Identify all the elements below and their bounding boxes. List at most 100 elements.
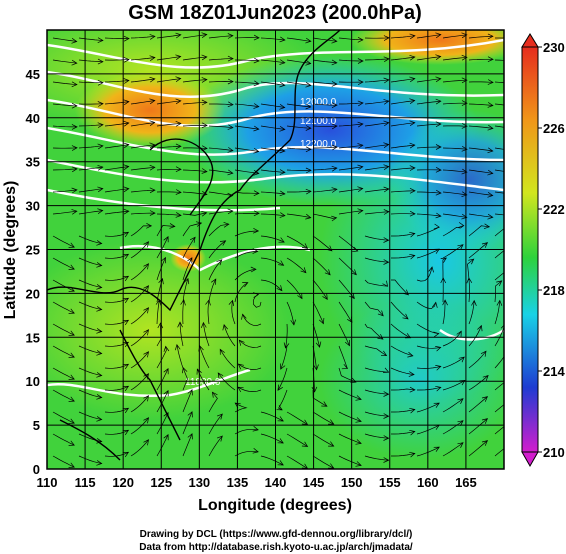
streamline bbox=[260, 279, 283, 291]
streamline-arrow bbox=[355, 439, 362, 445]
streamline-arrow bbox=[97, 122, 104, 128]
streamline-arrow bbox=[357, 186, 364, 192]
streamline bbox=[234, 81, 259, 85]
streamline bbox=[391, 409, 415, 413]
streamline bbox=[364, 257, 389, 263]
streamline-arrow bbox=[480, 350, 487, 357]
streamline-arrow bbox=[331, 81, 338, 87]
streamline bbox=[208, 391, 218, 413]
streamline bbox=[468, 225, 490, 237]
streamline bbox=[234, 282, 249, 303]
streamline-arrow bbox=[355, 417, 362, 423]
streamline bbox=[286, 257, 307, 273]
streamline bbox=[208, 435, 223, 457]
streamline-arrow bbox=[196, 368, 202, 375]
streamline-arrow bbox=[71, 124, 78, 130]
streamline bbox=[468, 103, 493, 106]
streamline bbox=[364, 211, 389, 215]
streamline bbox=[182, 433, 193, 457]
streamline-arrow bbox=[277, 460, 284, 466]
streamline bbox=[52, 210, 77, 215]
streamline-arrow bbox=[500, 324, 504, 329]
streamline-arrow bbox=[201, 54, 208, 61]
streamline bbox=[494, 382, 504, 391]
streamline bbox=[130, 373, 149, 391]
x-tick-label: 140 bbox=[265, 475, 287, 490]
streamline bbox=[312, 323, 320, 348]
streamline bbox=[364, 411, 389, 417]
streamline-arrow bbox=[383, 120, 390, 127]
streamline bbox=[156, 412, 169, 435]
streamline bbox=[286, 301, 295, 325]
streamline bbox=[242, 314, 262, 326]
streamline-arrow bbox=[433, 223, 440, 230]
streamline bbox=[442, 420, 464, 435]
streamline-arrow bbox=[241, 313, 247, 320]
colorbar-bottom-triangle bbox=[521, 451, 539, 468]
streamline-arrow bbox=[122, 385, 130, 392]
streamline-arrow bbox=[278, 237, 285, 243]
streamline-arrow bbox=[227, 147, 234, 153]
streamline bbox=[260, 125, 285, 130]
streamline-arrow bbox=[322, 293, 328, 300]
streamline-arrow bbox=[408, 371, 415, 377]
streamline bbox=[78, 279, 102, 288]
streamline-arrow bbox=[461, 123, 468, 129]
streamline bbox=[390, 323, 411, 339]
colorbar-tick-label: 226 bbox=[543, 121, 565, 136]
contour-label: 12000.0 bbox=[300, 97, 337, 108]
streamline bbox=[130, 144, 155, 149]
streamline-arrow bbox=[175, 120, 182, 127]
streamline-arrow bbox=[211, 278, 217, 285]
streamline-arrow bbox=[514, 213, 519, 218]
streamline bbox=[237, 386, 262, 392]
streamline-arrow bbox=[458, 356, 465, 363]
streamline-arrow bbox=[71, 187, 78, 194]
streamline-arrow bbox=[331, 144, 338, 151]
streamline bbox=[130, 100, 155, 105]
streamline-arrow bbox=[481, 242, 488, 248]
streamline bbox=[312, 167, 337, 171]
streamline bbox=[391, 255, 415, 259]
streamline bbox=[260, 257, 284, 266]
streamline bbox=[208, 223, 229, 237]
streamline bbox=[468, 396, 488, 413]
streamline-arrow bbox=[187, 433, 193, 440]
streamline-arrow bbox=[349, 292, 355, 300]
streamline bbox=[312, 235, 333, 252]
streamline bbox=[208, 125, 233, 129]
streamline-arrow bbox=[279, 147, 286, 154]
streamline bbox=[78, 81, 103, 84]
streamline bbox=[442, 56, 467, 61]
colorbar: 230 226 222 218 214 210 bbox=[521, 33, 565, 468]
streamline-arrow bbox=[160, 256, 167, 264]
streamline-arrow bbox=[68, 264, 75, 270]
streamline bbox=[442, 79, 467, 83]
streamline bbox=[338, 210, 363, 215]
streamline-arrow bbox=[435, 365, 442, 371]
streamline bbox=[390, 56, 415, 61]
streamline-arrow bbox=[96, 372, 103, 378]
streamline-arrow bbox=[481, 418, 488, 424]
streamline bbox=[234, 250, 258, 259]
wind-streamlines bbox=[52, 32, 519, 469]
streamline-arrow bbox=[435, 54, 442, 60]
streamline-arrow bbox=[201, 99, 208, 106]
streamline-arrow bbox=[68, 418, 75, 424]
x-tick-label: 155 bbox=[379, 475, 401, 490]
streamline bbox=[130, 57, 155, 61]
streamline bbox=[78, 389, 102, 398]
streamline bbox=[130, 417, 149, 435]
streamline bbox=[52, 189, 77, 193]
streamline-arrow bbox=[514, 148, 519, 153]
streamline bbox=[416, 226, 440, 237]
streamline-arrow bbox=[163, 345, 170, 352]
streamline bbox=[104, 166, 129, 171]
streamline bbox=[468, 242, 488, 259]
streamline bbox=[338, 166, 363, 171]
streamline-arrow bbox=[169, 223, 176, 229]
y-tick-label: 5 bbox=[33, 418, 40, 433]
streamline bbox=[468, 213, 493, 218]
streamline-arrow bbox=[149, 55, 156, 61]
streamline-arrow bbox=[328, 419, 335, 425]
